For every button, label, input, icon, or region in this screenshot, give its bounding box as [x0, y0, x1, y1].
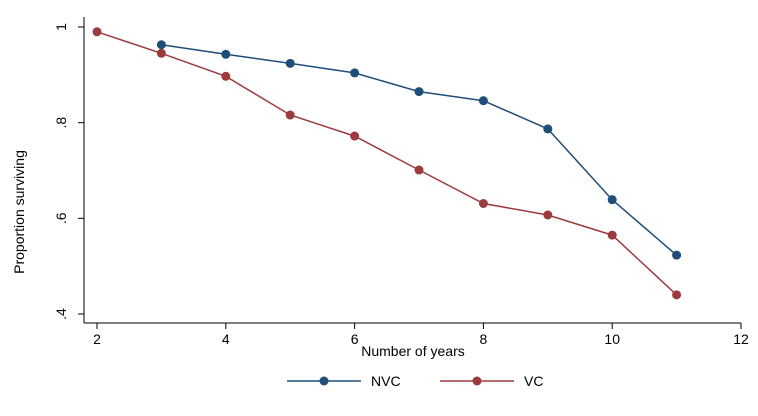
x-tick-label: 12: [733, 331, 749, 347]
y-tick-label: 1: [53, 23, 69, 31]
data-point-vc: [478, 199, 488, 209]
x-tick-label: 10: [604, 331, 620, 347]
y-tick-label: .8: [53, 117, 69, 129]
data-point-vc: [607, 230, 617, 240]
legend-marker-nvc: [319, 376, 329, 386]
data-point-nvc: [478, 96, 488, 106]
data-point-nvc: [543, 124, 553, 134]
data-point-vc: [285, 110, 295, 120]
data-point-nvc: [672, 250, 682, 260]
x-tick-label: 6: [351, 331, 359, 347]
data-point-nvc: [156, 40, 166, 50]
x-axis-title: Number of years: [361, 343, 464, 359]
data-point-vc: [672, 290, 682, 300]
data-point-vc: [350, 131, 360, 141]
series-line-vc: [96, 31, 678, 296]
data-point-nvc: [285, 58, 295, 68]
data-point-vc: [92, 27, 102, 37]
data-point-nvc: [350, 68, 360, 78]
data-point-nvc: [607, 195, 617, 205]
data-point-nvc: [414, 87, 424, 97]
legend-marker-vc: [472, 376, 482, 386]
data-point-nvc: [221, 49, 231, 59]
data-point-vc: [414, 165, 424, 175]
legend-label-vc: VC: [524, 373, 543, 389]
legend: NVC VC: [287, 373, 543, 389]
data-point-vc: [156, 48, 166, 58]
y-tick-label: .6: [53, 212, 69, 224]
y-tick-label: .4: [53, 308, 69, 320]
x-tick-label: 4: [222, 331, 230, 347]
series-layer: [92, 27, 682, 300]
axes: 2 4 6 8 10 12 .4 .6 .8 1: [53, 17, 749, 347]
x-tick-label: 8: [480, 331, 488, 347]
legend-label-nvc: NVC: [371, 373, 401, 389]
data-point-vc: [543, 210, 553, 220]
y-axis-title: Proportion surviving: [11, 150, 27, 274]
data-point-vc: [221, 71, 231, 81]
x-tick-label: 2: [93, 331, 101, 347]
